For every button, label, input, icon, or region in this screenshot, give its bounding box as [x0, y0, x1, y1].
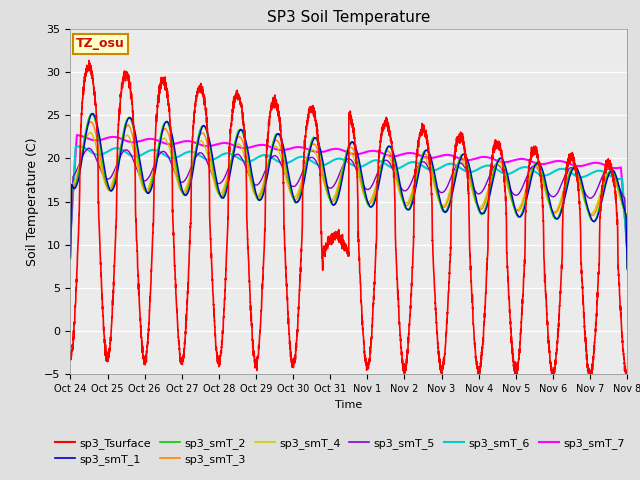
Line: sp3_smT_4: sp3_smT_4 [70, 132, 627, 267]
sp3_smT_7 [328, 146, 336, 152]
sp3_smT_5 [623, 259, 631, 265]
sp3_smT_6 [328, 158, 336, 164]
sp3_smT_4 [623, 264, 631, 270]
sp3_smT_4 [167, 149, 175, 155]
sp3_smT_1 [623, 266, 631, 272]
sp3_smT_6 [623, 250, 631, 255]
sp3_smT_7 [73, 132, 81, 138]
sp3_Tsurface [550, 378, 558, 384]
Line: sp3_smT_6: sp3_smT_6 [70, 146, 627, 252]
sp3_smT_6 [623, 240, 630, 246]
sp3_smT_6 [443, 161, 451, 167]
sp3_smT_1 [474, 202, 481, 208]
sp3_smT_5 [443, 185, 451, 191]
sp3_smT_7 [167, 142, 175, 147]
sp3_smT_3 [167, 139, 175, 145]
sp3_smT_2 [623, 239, 630, 244]
Line: sp3_smT_2: sp3_smT_2 [70, 114, 627, 270]
sp3_Tsurface [328, 231, 336, 237]
sp3_smT_4 [328, 197, 336, 203]
sp3_smT_4 [443, 198, 451, 204]
sp3_Tsurface [474, 366, 481, 372]
sp3_smT_6 [167, 155, 175, 161]
sp3_smT_2 [88, 111, 95, 117]
sp3_smT_3 [87, 119, 95, 125]
sp3_Tsurface [67, 350, 74, 356]
sp3_smT_7 [623, 236, 630, 242]
sp3_smT_3 [443, 201, 451, 207]
sp3_smT_6 [76, 144, 83, 149]
sp3_smT_2 [328, 202, 336, 207]
Line: sp3_Tsurface: sp3_Tsurface [70, 60, 627, 381]
Title: SP3 Soil Temperature: SP3 Soil Temperature [267, 10, 431, 25]
sp3_smT_1 [443, 208, 451, 214]
sp3_smT_5 [85, 145, 93, 151]
sp3_Tsurface [506, 300, 513, 305]
sp3_smT_3 [328, 199, 336, 204]
Line: sp3_smT_3: sp3_smT_3 [70, 122, 627, 268]
sp3_smT_6 [474, 167, 481, 172]
sp3_smT_1 [67, 254, 74, 260]
sp3_smT_4 [86, 130, 94, 135]
sp3_smT_4 [474, 203, 481, 209]
sp3_Tsurface [167, 127, 175, 132]
sp3_smT_1 [328, 201, 336, 206]
sp3_smT_7 [443, 152, 451, 158]
sp3_Tsurface [85, 58, 93, 63]
sp3_smT_1 [167, 126, 175, 132]
sp3_smT_7 [623, 244, 631, 250]
sp3_Tsurface [443, 316, 451, 322]
sp3_smT_5 [67, 252, 74, 257]
Line: sp3_smT_5: sp3_smT_5 [70, 148, 627, 262]
sp3_smT_2 [167, 130, 175, 135]
sp3_smT_3 [67, 257, 74, 263]
sp3_smT_7 [506, 159, 513, 165]
sp3_smT_4 [506, 191, 513, 196]
sp3_smT_5 [623, 243, 630, 249]
sp3_smT_5 [474, 191, 481, 196]
sp3_smT_4 [67, 256, 74, 262]
sp3_smT_4 [623, 235, 630, 240]
X-axis label: Time: Time [335, 400, 362, 409]
sp3_smT_2 [474, 205, 481, 211]
sp3_smT_1 [623, 237, 630, 242]
sp3_smT_7 [474, 155, 481, 161]
sp3_smT_1 [89, 110, 97, 116]
sp3_smT_2 [506, 184, 513, 190]
sp3_smT_7 [67, 230, 74, 236]
sp3_smT_6 [506, 171, 513, 177]
sp3_smT_1 [506, 180, 513, 185]
Y-axis label: Soil Temperature (C): Soil Temperature (C) [26, 137, 39, 266]
sp3_smT_6 [67, 237, 74, 242]
Line: sp3_smT_7: sp3_smT_7 [70, 135, 627, 247]
sp3_smT_2 [443, 207, 451, 213]
sp3_smT_5 [167, 159, 175, 165]
Text: TZ_osu: TZ_osu [76, 37, 125, 50]
sp3_smT_3 [474, 203, 481, 209]
sp3_smT_3 [623, 235, 630, 241]
Line: sp3_smT_1: sp3_smT_1 [70, 113, 627, 269]
sp3_Tsurface [623, 373, 631, 379]
sp3_smT_3 [623, 265, 631, 271]
sp3_smT_2 [623, 267, 631, 273]
sp3_smT_2 [67, 255, 74, 261]
sp3_smT_3 [506, 187, 513, 193]
sp3_Tsurface [623, 373, 630, 379]
sp3_smT_5 [328, 185, 336, 191]
sp3_smT_5 [506, 184, 513, 190]
Legend: sp3_Tsurface, sp3_smT_1, sp3_smT_2, sp3_smT_3, sp3_smT_4, sp3_smT_5, sp3_smT_6, : sp3_Tsurface, sp3_smT_1, sp3_smT_2, sp3_… [51, 433, 629, 469]
